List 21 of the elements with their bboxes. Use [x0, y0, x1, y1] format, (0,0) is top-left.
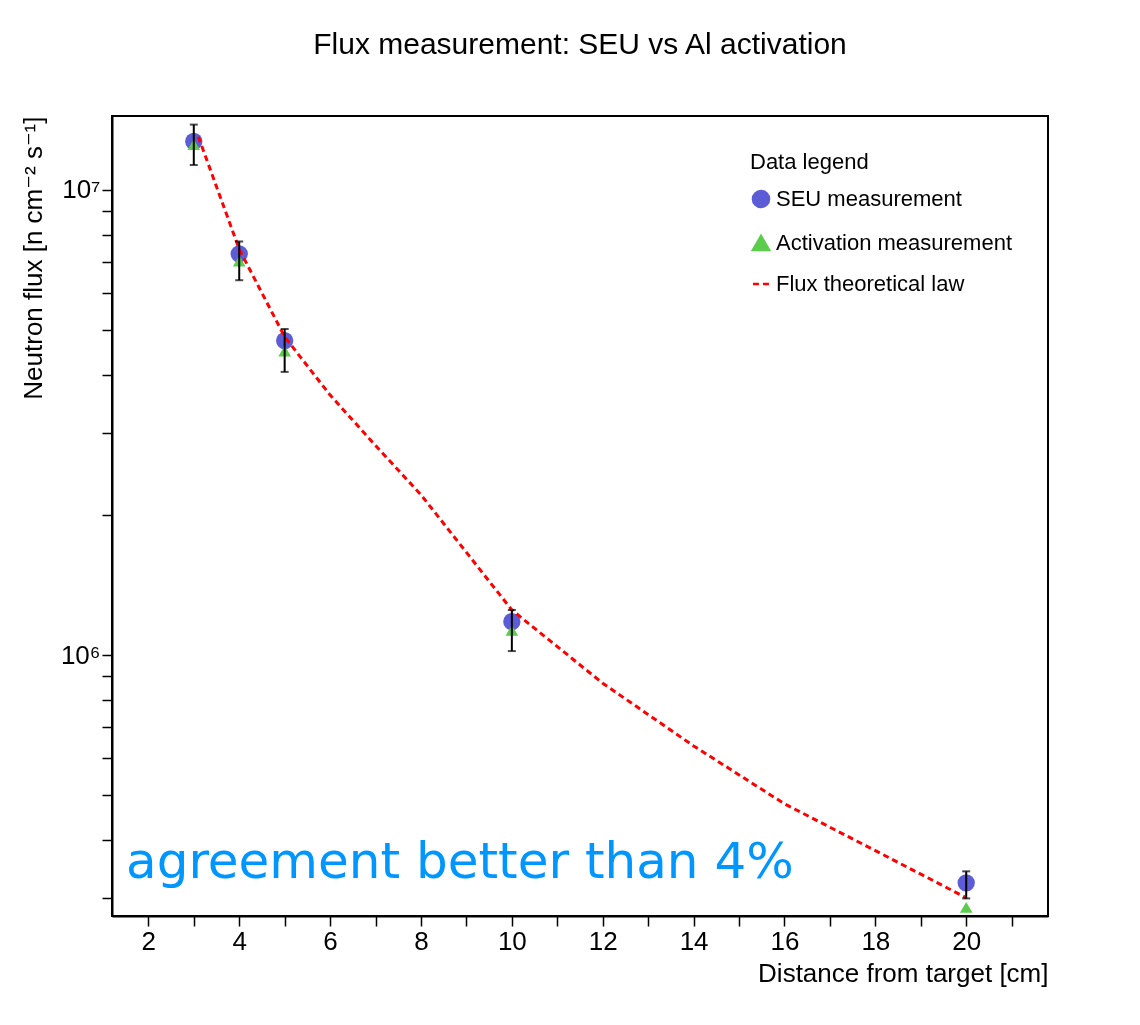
x-tick-label: 14: [679, 925, 709, 956]
x-tick-label: 12: [588, 925, 618, 956]
x-tick-label: 10: [497, 925, 527, 956]
x-tick-label: 18: [861, 925, 891, 956]
y-axis-title: Neutron flux [n cm⁻² s⁻¹]: [17, 116, 48, 400]
chart-title: Flux measurement: SEU vs Al activation: [313, 27, 847, 60]
legend-label: Activation measurement: [776, 230, 1012, 255]
x-tick-label: 8: [414, 925, 429, 956]
x-tick-label: 2: [141, 925, 157, 956]
annotation: agreement better than 4%: [126, 832, 794, 890]
y-tick-label: 10⁷: [62, 174, 101, 205]
x-tick-label: 16: [770, 925, 800, 956]
point: [959, 901, 973, 913]
x-tick-label: 4: [232, 925, 247, 956]
legend-label: SEU measurement: [776, 186, 962, 211]
x-axis-title: Distance from target [cm]: [758, 957, 1049, 988]
x-tick-label: 6: [323, 925, 338, 956]
y-tick-label: 10⁶: [60, 639, 101, 670]
legend-title: Data legend: [750, 149, 869, 174]
x-tick-label: 20: [952, 925, 982, 956]
legend-label: Flux theoretical law: [776, 271, 965, 296]
